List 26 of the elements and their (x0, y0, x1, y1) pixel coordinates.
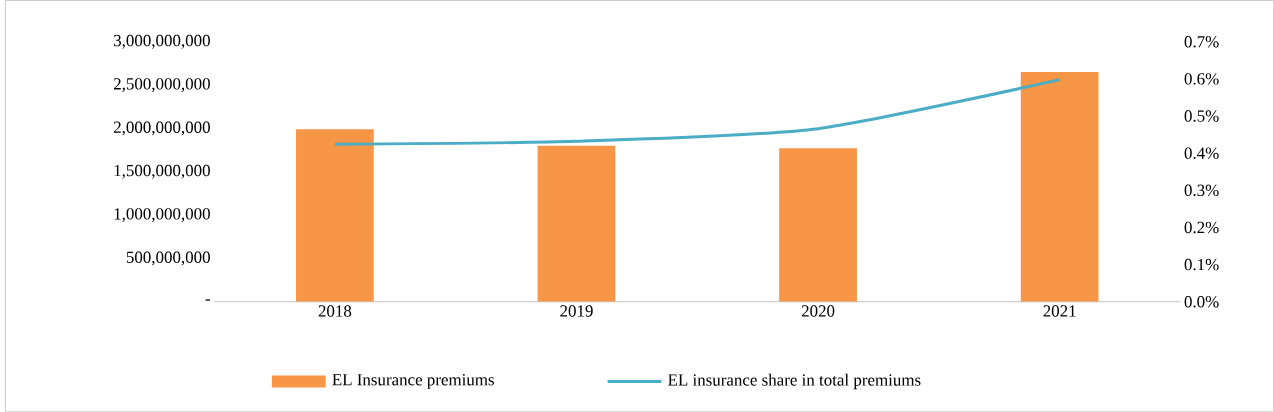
y2-tick-label: 0.7% (1184, 35, 1219, 48)
y2-tick-label: 0.6% (1184, 73, 1219, 85)
y2-tick-label: 0.3% (1184, 184, 1219, 196)
y-tick-label: 500,000,000 (126, 251, 210, 266)
bar (1020, 71, 1099, 302)
x-tick-label: 2019 (560, 305, 593, 317)
y-tick-label: 1,000,000,000 (114, 208, 210, 222)
bar (296, 129, 374, 302)
x-tick-label: 2021 (1043, 305, 1076, 317)
y-tick-label: 1,500,000,000 (114, 164, 210, 179)
y-tick-label: 2,500,000,000 (113, 78, 210, 92)
y2-tick-label: 0.0% (1184, 295, 1219, 308)
legend-label: EL Insurance premiums (332, 373, 494, 389)
bar (779, 148, 857, 302)
y2-tick-label: 0.5% (1184, 110, 1219, 122)
line-series (333, 78, 1062, 146)
y2-tick-label: 0.1% (1184, 258, 1219, 271)
y-tick-label: - (205, 299, 210, 301)
y-tick-label: 2,000,000,000 (113, 121, 210, 136)
legend-label: EL insurance share in total premiums (668, 373, 921, 390)
x-tick-label: 2018 (318, 305, 352, 317)
bar (537, 145, 616, 302)
y2-tick-label: 0.4% (1184, 147, 1219, 159)
x-tick-label: 2020 (801, 305, 835, 317)
y-tick-label: 3,000,000,000 (114, 34, 210, 49)
y2-tick-label: 0.2% (1184, 221, 1219, 234)
